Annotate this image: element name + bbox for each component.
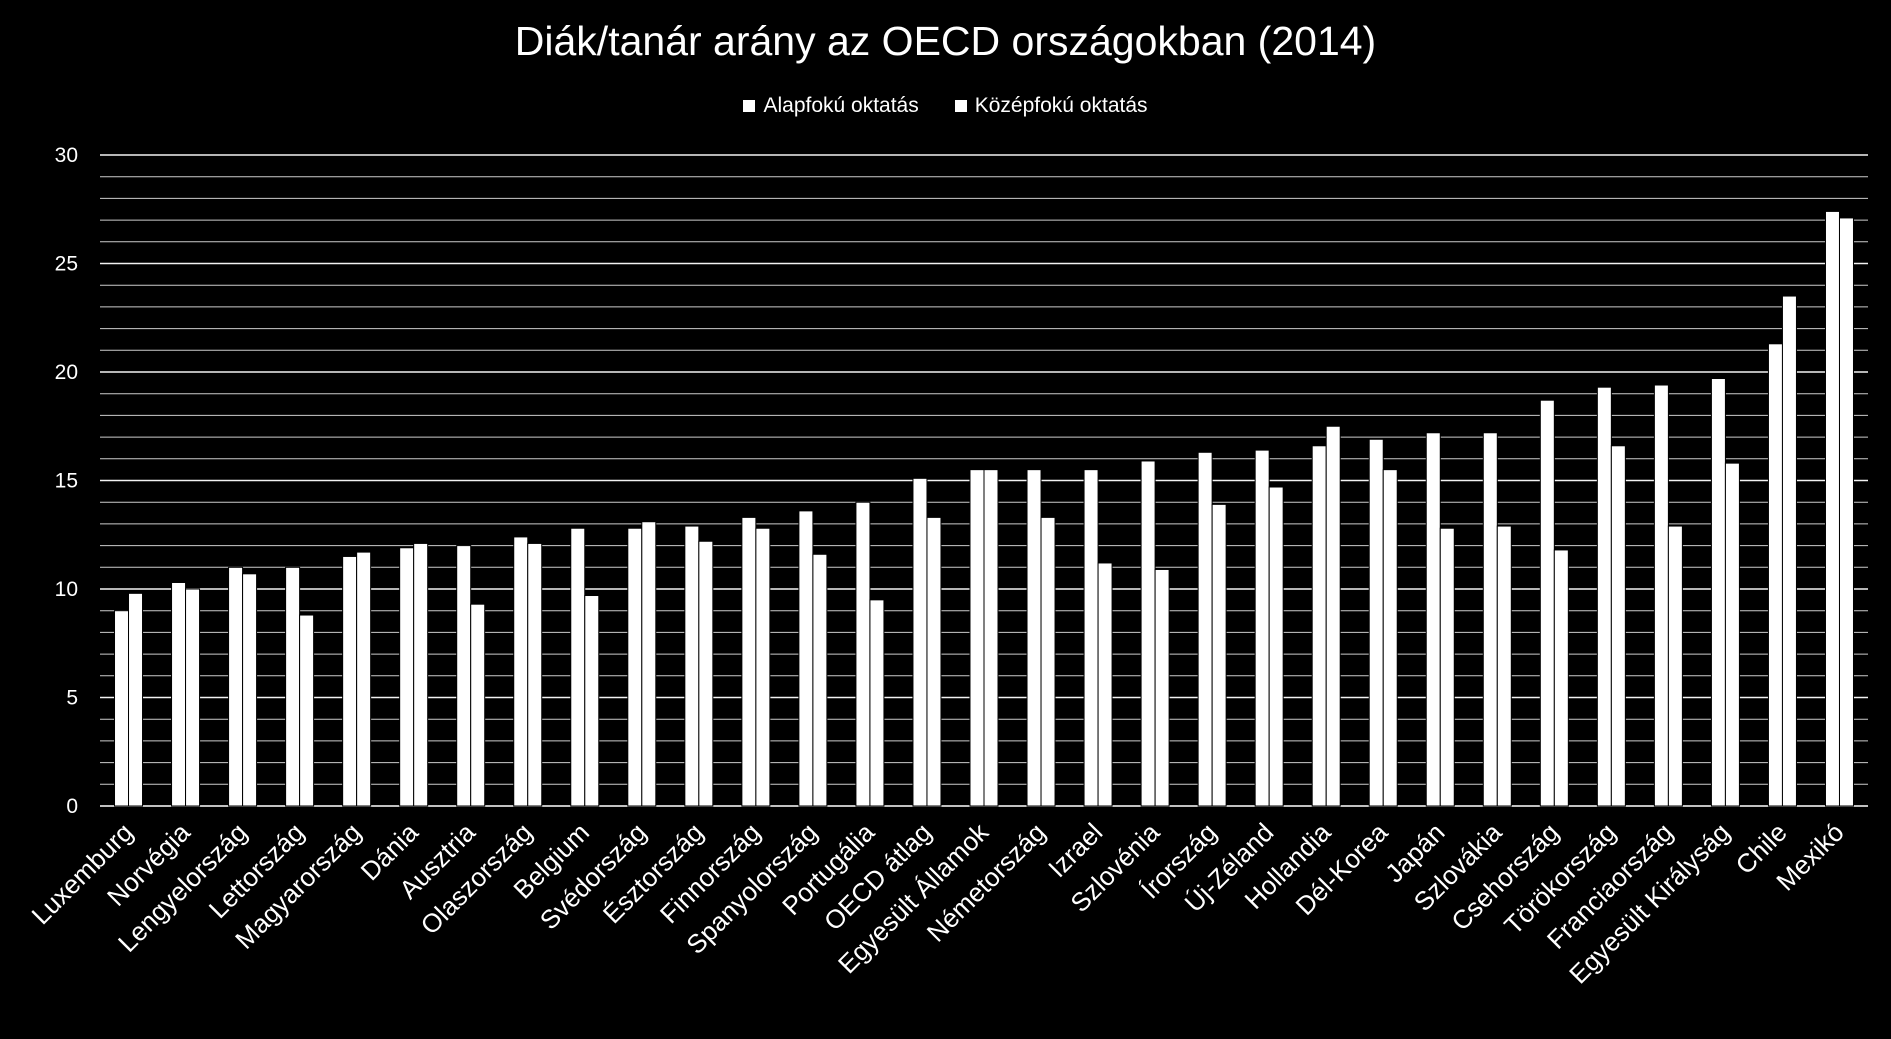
y-tick-label: 10 bbox=[55, 578, 78, 601]
bar-primary bbox=[1140, 460, 1156, 807]
bar-secondary bbox=[755, 527, 771, 807]
bar-secondary bbox=[1040, 516, 1056, 807]
bar-primary bbox=[855, 501, 871, 807]
legend-item-primary: Alapfokú oktatás bbox=[743, 94, 919, 118]
chart-title: Diák/tanár arány az OECD országokban (20… bbox=[514, 18, 1377, 64]
bar-secondary bbox=[413, 542, 429, 807]
y-tick-label: 5 bbox=[66, 687, 78, 710]
bar-primary bbox=[741, 516, 757, 807]
bar-primary bbox=[627, 527, 643, 807]
bar-primary bbox=[513, 536, 529, 807]
bar-secondary bbox=[1382, 469, 1398, 807]
bar-primary bbox=[1767, 343, 1783, 807]
y-tick-label: 20 bbox=[55, 361, 78, 384]
bar-primary bbox=[1539, 399, 1555, 807]
bar-primary bbox=[1026, 469, 1042, 807]
bar-secondary bbox=[470, 603, 486, 807]
bar-primary bbox=[1425, 432, 1441, 807]
bar-secondary bbox=[242, 573, 258, 807]
bar-secondary bbox=[185, 588, 201, 807]
bar-primary bbox=[285, 566, 301, 807]
bar-secondary bbox=[527, 542, 543, 807]
bar-secondary bbox=[1496, 525, 1512, 807]
legend: Alapfokú oktatás Középfokú oktatás bbox=[0, 94, 1891, 118]
bar-secondary bbox=[1781, 295, 1797, 807]
bar-primary bbox=[228, 566, 244, 807]
legend-label-secondary: Középfokú oktatás bbox=[974, 94, 1148, 117]
bar-primary bbox=[1311, 445, 1327, 807]
bar-primary bbox=[114, 610, 130, 807]
bar-secondary bbox=[1268, 486, 1284, 807]
legend-item-secondary: Középfokú oktatás bbox=[954, 94, 1148, 118]
bar-primary bbox=[1197, 451, 1213, 807]
bar-secondary bbox=[1439, 527, 1455, 807]
bar-primary bbox=[684, 525, 700, 807]
bar-primary bbox=[1083, 469, 1099, 807]
bar-primary bbox=[912, 477, 928, 807]
y-tick-label: 30 bbox=[55, 144, 78, 167]
bar-primary bbox=[399, 547, 415, 807]
y-tick-label: 15 bbox=[55, 470, 78, 493]
bar-primary bbox=[1482, 432, 1498, 807]
bar-primary bbox=[1824, 210, 1840, 807]
bar-primary bbox=[1368, 438, 1384, 807]
bar-secondary bbox=[1667, 525, 1683, 807]
bar-secondary bbox=[698, 540, 714, 807]
bar-secondary bbox=[356, 551, 372, 807]
bar-primary bbox=[1710, 378, 1726, 807]
bar-secondary bbox=[1838, 217, 1854, 807]
legend-swatch-primary bbox=[743, 100, 756, 112]
bar-secondary bbox=[1724, 462, 1740, 807]
bar-secondary bbox=[812, 553, 828, 807]
bar-secondary bbox=[1097, 562, 1113, 807]
bar-secondary bbox=[926, 516, 942, 807]
bar-primary bbox=[570, 527, 586, 807]
bar-primary bbox=[969, 469, 985, 807]
bar-secondary bbox=[641, 521, 657, 807]
bar-primary bbox=[171, 581, 187, 807]
bar-secondary bbox=[1154, 568, 1170, 807]
bar-secondary bbox=[1325, 425, 1341, 807]
bar-secondary bbox=[584, 595, 600, 807]
bar-secondary bbox=[1211, 503, 1227, 807]
y-tick-label: 0 bbox=[66, 795, 78, 818]
bar-primary bbox=[1653, 384, 1669, 807]
y-tick-label: 25 bbox=[55, 253, 78, 276]
legend-label-primary: Alapfokú oktatás bbox=[763, 94, 919, 117]
legend-swatch-secondary bbox=[954, 100, 967, 112]
bar-secondary bbox=[983, 469, 999, 807]
bar-secondary bbox=[128, 592, 144, 807]
bar-secondary bbox=[299, 614, 315, 807]
bar-primary bbox=[798, 510, 814, 807]
bar-primary bbox=[1596, 386, 1612, 807]
bar-secondary bbox=[1610, 445, 1626, 807]
bar-secondary bbox=[1553, 549, 1569, 807]
bar-primary bbox=[456, 545, 472, 807]
bar-primary bbox=[1254, 449, 1270, 807]
bar-primary bbox=[342, 555, 358, 807]
bar-secondary bbox=[869, 599, 885, 807]
